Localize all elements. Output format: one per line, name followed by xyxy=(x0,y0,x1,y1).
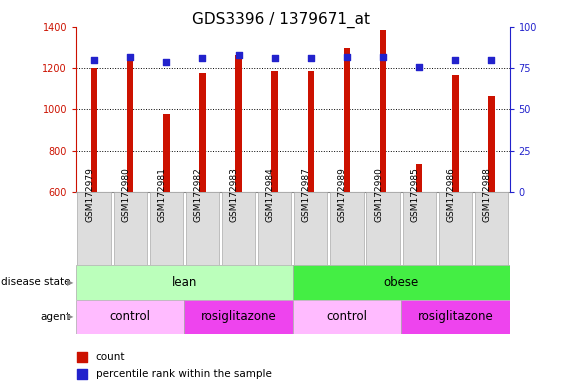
Bar xyxy=(163,114,169,192)
Point xyxy=(415,63,424,70)
Text: agent: agent xyxy=(40,312,70,322)
Text: GSM172988: GSM172988 xyxy=(482,167,491,222)
Bar xyxy=(186,192,219,265)
Text: percentile rank within the sample: percentile rank within the sample xyxy=(96,369,271,379)
Text: GSM172987: GSM172987 xyxy=(302,167,311,222)
Bar xyxy=(114,192,147,265)
Bar xyxy=(150,192,183,265)
Bar xyxy=(488,96,495,192)
Bar xyxy=(271,71,278,192)
Text: GSM172985: GSM172985 xyxy=(410,167,419,222)
Bar xyxy=(199,73,205,192)
Text: ▶: ▶ xyxy=(66,278,73,287)
Point xyxy=(451,57,460,63)
Bar xyxy=(235,55,242,192)
Text: GSM172980: GSM172980 xyxy=(121,167,130,222)
Bar xyxy=(76,300,185,334)
Bar xyxy=(330,192,364,265)
Bar xyxy=(475,192,508,265)
Bar xyxy=(78,192,111,265)
Text: disease state: disease state xyxy=(1,277,70,287)
Text: control: control xyxy=(327,310,368,323)
Text: GSM172986: GSM172986 xyxy=(446,167,455,222)
Point xyxy=(77,371,86,377)
Point xyxy=(270,55,279,61)
Bar xyxy=(293,265,510,300)
Text: lean: lean xyxy=(172,276,197,289)
Point xyxy=(90,57,99,63)
Bar xyxy=(403,192,436,265)
Point xyxy=(378,53,387,60)
Bar xyxy=(343,48,350,192)
Point xyxy=(162,58,171,65)
Text: GSM172990: GSM172990 xyxy=(374,167,383,222)
Bar xyxy=(401,300,510,334)
Text: GSM172979: GSM172979 xyxy=(85,167,94,222)
Text: count: count xyxy=(96,351,125,362)
Bar xyxy=(222,192,255,265)
Bar xyxy=(185,300,293,334)
Bar xyxy=(307,71,314,192)
Bar xyxy=(416,164,422,192)
Text: ▶: ▶ xyxy=(66,312,73,321)
Bar xyxy=(91,68,97,192)
Bar xyxy=(76,265,293,300)
Point xyxy=(234,52,243,58)
Bar xyxy=(294,192,328,265)
Bar xyxy=(439,192,472,265)
Point xyxy=(77,353,86,359)
Text: GSM172982: GSM172982 xyxy=(194,167,203,222)
Text: GSM172983: GSM172983 xyxy=(230,167,239,222)
Point xyxy=(126,53,135,60)
Point xyxy=(342,53,351,60)
Bar xyxy=(127,58,133,192)
Text: GSM172989: GSM172989 xyxy=(338,167,347,222)
Text: GDS3396 / 1379671_at: GDS3396 / 1379671_at xyxy=(193,12,370,28)
Bar xyxy=(380,30,386,192)
Point xyxy=(306,55,315,61)
Text: GSM172984: GSM172984 xyxy=(266,167,275,222)
Point xyxy=(198,55,207,61)
Text: obese: obese xyxy=(383,276,419,289)
Text: control: control xyxy=(110,310,151,323)
Bar xyxy=(452,75,459,192)
Bar xyxy=(258,192,291,265)
Text: GSM172981: GSM172981 xyxy=(157,167,166,222)
Text: rosiglitazone: rosiglitazone xyxy=(200,310,276,323)
Text: rosiglitazone: rosiglitazone xyxy=(417,310,493,323)
Bar xyxy=(367,192,400,265)
Bar xyxy=(293,300,401,334)
Point xyxy=(487,57,496,63)
